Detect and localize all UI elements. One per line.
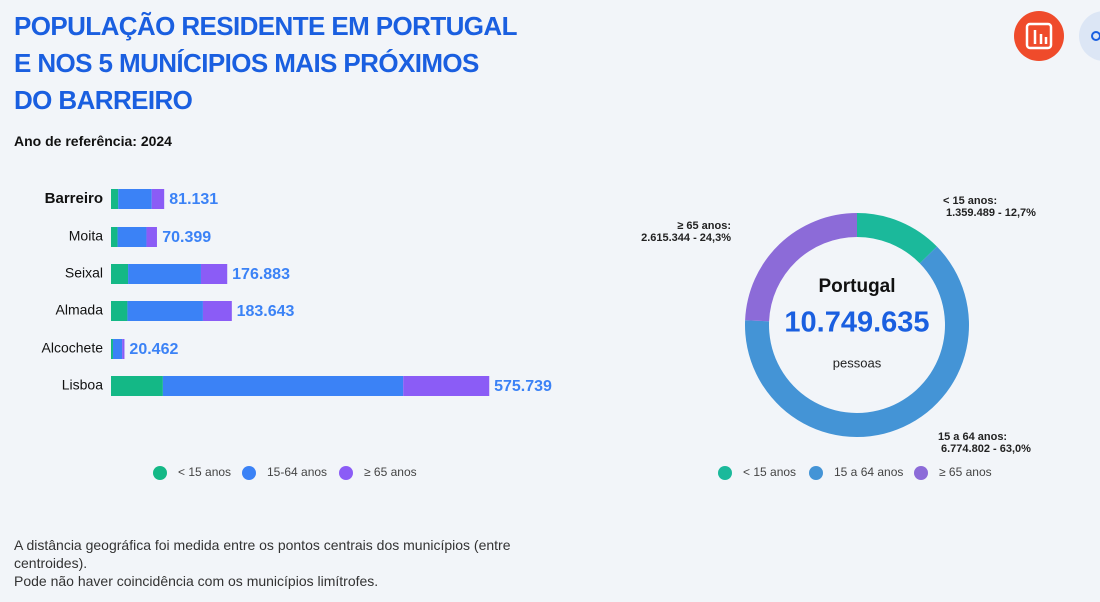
donut-segment [745, 246, 970, 438]
legend-label: 15 a 64 anos [834, 465, 903, 479]
total-label: 183.643 [237, 303, 295, 320]
bar-segment [151, 189, 165, 209]
slice-annotation: 15 a 64 anos: [938, 431, 1007, 443]
legend-marker [242, 466, 256, 480]
slice-annotation: < 15 anos: [943, 195, 997, 207]
bar-segment [128, 264, 201, 284]
title-line: DO BARREIRO [14, 85, 193, 115]
title-line: E NOS 5 MUNÍCIPIOS MAIS PRÓXIMOS [14, 48, 479, 78]
note: Pode não haver coincidência com os munic… [14, 573, 379, 589]
legend-label: ≥ 65 anos [939, 465, 992, 479]
category-label: Barreiro [45, 190, 103, 207]
category-label: Seixal [65, 265, 103, 281]
bar-segment [111, 301, 128, 321]
category-label: Almada [56, 302, 104, 318]
total-label: 70.399 [162, 229, 211, 246]
bar-segment [111, 264, 129, 284]
subtitle: Ano de referência: 2024 [14, 133, 172, 149]
bar-segment [118, 189, 152, 209]
bar-segment [202, 301, 232, 321]
report-icon[interactable] [1014, 11, 1064, 61]
donut-segment [857, 213, 937, 264]
bar-segment [200, 264, 228, 284]
legend-label: 15-64 anos [267, 465, 327, 479]
bar-segment [122, 339, 125, 359]
legend-marker [718, 466, 732, 480]
legend-marker [153, 466, 167, 480]
legend-marker [914, 466, 928, 480]
legend-marker [809, 466, 823, 480]
slice-value-label: 1.359.489 - 12,7% [946, 207, 1036, 219]
legend-label: < 15 anos [178, 465, 231, 479]
bar-segment [162, 376, 404, 396]
bar-segment [127, 301, 203, 321]
bar-segment [146, 227, 157, 247]
donut-segment [745, 213, 857, 322]
center-total: 10.749.635 [784, 307, 929, 339]
slice-annotation: ≥ 65 anos: [677, 220, 731, 232]
bar-segment [111, 376, 163, 396]
total-label: 81.131 [169, 191, 218, 208]
legend-marker [339, 466, 353, 480]
category-label: Moita [69, 228, 103, 244]
bar-segment [117, 227, 147, 247]
bar-segment [111, 189, 119, 209]
slice-value-label: 6.774.802 - 63,0% [941, 443, 1031, 455]
legend-label: ≥ 65 anos [364, 465, 417, 479]
bar-segment [112, 339, 123, 359]
slice-value-label: 2.615.344 - 24,3% [641, 232, 731, 244]
bar-segment [111, 227, 118, 247]
center-title: Portugal [818, 276, 895, 297]
center-subtitle: pessoas [833, 355, 882, 370]
title: POPULAÇÃO RESIDENTE EM PORTUGAL E NOS 5 … [14, 11, 517, 123]
notes: A distância geográfica foi medida entre … [14, 536, 554, 590]
bar-segment [403, 376, 490, 396]
category-label: Lisboa [62, 377, 103, 393]
title-line: POPULAÇÃO RESIDENTE EM PORTUGAL [14, 11, 517, 41]
menu-icon[interactable] [1079, 11, 1100, 61]
legend-label: < 15 anos [743, 465, 796, 479]
total-label: 176.883 [232, 266, 290, 283]
note: A distância geográfica foi medida entre … [14, 537, 511, 571]
total-label: 575.739 [494, 378, 552, 395]
bar-segment [111, 339, 113, 359]
total-label: 20.462 [129, 341, 178, 358]
category-label: Alcochete [42, 340, 104, 356]
